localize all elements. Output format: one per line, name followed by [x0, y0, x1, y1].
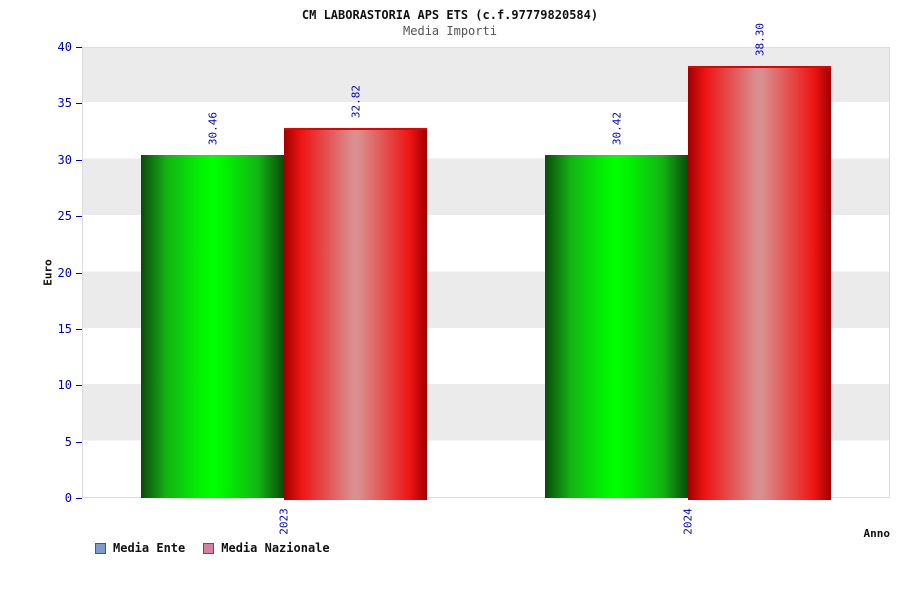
chart-subtitle: Media Importi [403, 24, 497, 38]
legend-swatch [203, 542, 215, 554]
y-tick-label: 35 [57, 96, 72, 111]
y-tick-mark [76, 159, 82, 161]
bar-media-ente-2024 [545, 155, 688, 498]
y-tick-mark [76, 441, 82, 443]
value-label: 38.30 [753, 23, 766, 57]
x-axis-title: Anno [863, 527, 891, 540]
legend-label: Media Ente [113, 541, 186, 555]
y-tick-mark [76, 385, 82, 387]
y-tick-label: 30 [57, 152, 72, 167]
bar-media-nazionale-2023 [284, 127, 427, 500]
y-tick-mark [76, 216, 82, 218]
category-label-2024: 2024 [681, 508, 695, 535]
legend-swatch [95, 542, 106, 554]
chart-title: CM LABORASTORIA APS ETS (c.f.97779820584… [301, 8, 599, 22]
legend-item-media-ente: Media Ente [95, 541, 185, 555]
y-tick-label: 15 [57, 321, 72, 336]
bar-media-ente-2023 [141, 154, 284, 498]
legend-label: Media Nazionale [221, 541, 330, 555]
y-tick-mark [76, 47, 82, 48]
legend-item-media-nazionale: Media Nazionale [203, 541, 330, 555]
y-tick-label: 5 [64, 434, 72, 449]
value-label: 30.42 [610, 111, 623, 146]
y-tick-mark [76, 498, 82, 499]
y-tick-label: 25 [57, 209, 72, 224]
y-tick-label: 40 [57, 40, 72, 54]
y-tick-label: 20 [57, 265, 72, 280]
y-tick-label: 10 [57, 378, 72, 393]
value-label: 32.82 [349, 84, 362, 119]
value-label: 30.46 [206, 111, 219, 145]
y-axis-title: Euro [41, 259, 55, 286]
y-tick-mark [76, 328, 82, 330]
y-tick-label: 0 [64, 491, 72, 505]
bar-media-nazionale-2024 [688, 66, 831, 500]
y-tick-mark [76, 103, 82, 105]
y-tick-mark [76, 272, 82, 274]
legend: Media Ente Media Nazionale [95, 541, 330, 555]
